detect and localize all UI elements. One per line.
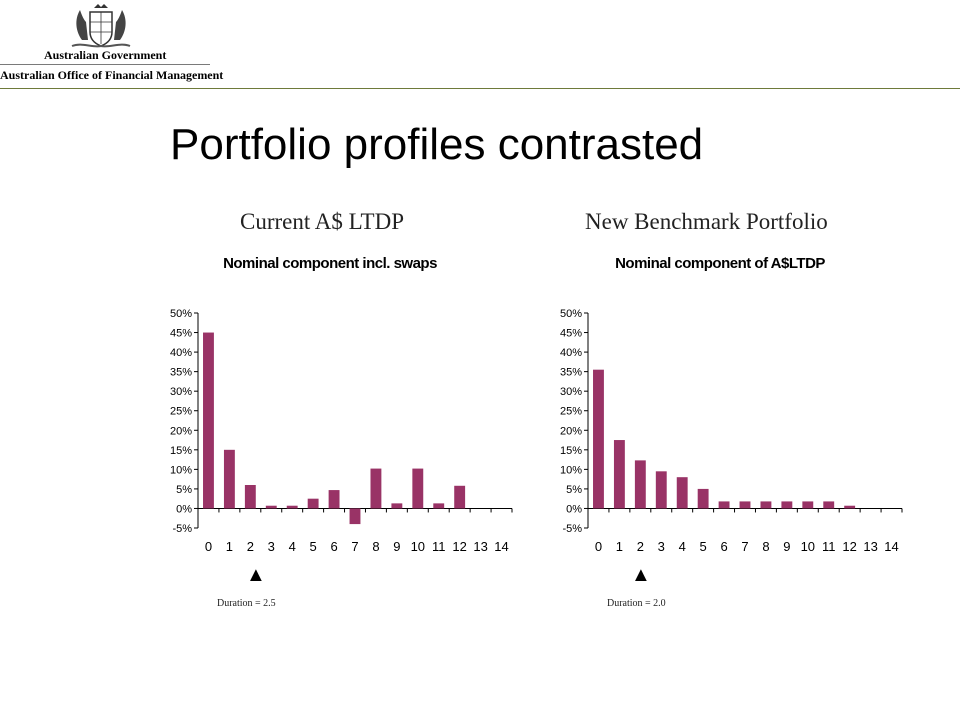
x-tick-label: 12 bbox=[452, 539, 466, 554]
y-tick-label: -5% bbox=[562, 523, 582, 535]
x-tick-label: 5 bbox=[310, 539, 317, 554]
x-tick-label: 4 bbox=[289, 539, 296, 554]
x-tick-label: 13 bbox=[473, 539, 487, 554]
y-tick-label: 40% bbox=[560, 347, 582, 359]
y-tick-label: 45% bbox=[170, 328, 192, 340]
header-separator bbox=[0, 64, 210, 65]
bar-3 bbox=[655, 471, 667, 509]
y-tick-label: 35% bbox=[170, 367, 192, 379]
x-tick-label: 7 bbox=[741, 539, 748, 554]
y-tick-label: 30% bbox=[170, 386, 192, 398]
bar-4 bbox=[676, 477, 688, 509]
y-tick-label: 35% bbox=[560, 367, 582, 379]
y-tick-label: 20% bbox=[170, 425, 192, 437]
y-tick-label: 15% bbox=[560, 445, 582, 457]
bar-7 bbox=[349, 508, 361, 525]
duration-label-current: Duration = 2.5 bbox=[217, 598, 276, 609]
x-tick-label: 1 bbox=[226, 539, 233, 554]
bar-0 bbox=[593, 369, 604, 509]
y-tick-label: 40% bbox=[170, 347, 192, 359]
y-tick-label: 45% bbox=[560, 328, 582, 340]
x-tick-label: 13 bbox=[863, 539, 877, 554]
bar-12 bbox=[454, 485, 466, 509]
bar-5 bbox=[697, 488, 709, 509]
x-tick-label: 1 bbox=[616, 539, 623, 554]
bar-8 bbox=[760, 501, 772, 509]
chart-title: Nominal component of A$LTDP bbox=[615, 255, 825, 272]
y-tick-label: 30% bbox=[560, 386, 582, 398]
x-tick-label: 10 bbox=[801, 539, 815, 554]
up-triangle-icon: ▲ bbox=[631, 564, 651, 586]
y-tick-label: 0% bbox=[566, 503, 582, 515]
x-tick-label: 8 bbox=[372, 539, 379, 554]
y-tick-label: 10% bbox=[560, 464, 582, 476]
bar-10 bbox=[802, 501, 814, 509]
x-tick-label: 0 bbox=[595, 539, 602, 554]
x-tick-label: 12 bbox=[842, 539, 856, 554]
bar-7 bbox=[739, 501, 751, 509]
y-tick-label: 50% bbox=[560, 308, 582, 320]
y-tick-label: 20% bbox=[560, 425, 582, 437]
x-tick-label: 2 bbox=[247, 539, 254, 554]
slide-title: Portfolio profiles contrasted bbox=[170, 120, 704, 169]
government-label: Australian Government bbox=[44, 48, 167, 62]
bar-11 bbox=[433, 503, 445, 509]
x-tick-label: 14 bbox=[494, 539, 508, 554]
bar-2 bbox=[634, 460, 646, 509]
y-tick-label: 25% bbox=[560, 406, 582, 418]
bar-11 bbox=[823, 501, 835, 509]
bar-chart-current: Nominal component incl. swaps -5% 0% 5% 10% 1… bbox=[170, 255, 513, 554]
x-tick-label: 6 bbox=[330, 539, 337, 554]
x-tick-label: 6 bbox=[720, 539, 727, 554]
x-tick-label: 11 bbox=[822, 539, 836, 554]
chart-heading-benchmark: New Benchmark Portfolio bbox=[585, 209, 828, 234]
chart-title: Nominal component incl. swaps bbox=[223, 255, 437, 272]
bar-3 bbox=[265, 505, 277, 509]
y-tick-label: 5% bbox=[566, 484, 582, 496]
bar-8 bbox=[370, 468, 382, 509]
x-tick-label: 3 bbox=[268, 539, 275, 554]
bar-12 bbox=[844, 505, 856, 509]
y-tick-label: 25% bbox=[170, 406, 192, 418]
bar-chart-benchmark: Nominal component of A$LTDP -5% 0% 5% 10% 15%… bbox=[560, 255, 903, 554]
x-tick-label: 3 bbox=[658, 539, 665, 554]
up-triangle-icon: ▲ bbox=[246, 564, 266, 586]
bar-2 bbox=[244, 485, 256, 509]
office-label: Australian Office of Financial Managemen… bbox=[0, 68, 224, 82]
bar-5 bbox=[307, 498, 319, 509]
x-tick-label: 7 bbox=[351, 539, 358, 554]
x-tick-label: 9 bbox=[393, 539, 400, 554]
bar-6 bbox=[718, 501, 730, 509]
x-tick-label: 4 bbox=[679, 539, 686, 554]
x-tick-label: 0 bbox=[205, 539, 212, 554]
header-rule bbox=[0, 88, 960, 89]
chart-heading-current: Current A$ LTDP bbox=[240, 209, 404, 234]
y-tick-label: -5% bbox=[172, 523, 192, 535]
y-tick-label: 0% bbox=[176, 503, 192, 515]
x-tick-label: 14 bbox=[884, 539, 898, 554]
x-tick-label: 9 bbox=[783, 539, 790, 554]
bar-4 bbox=[286, 505, 298, 509]
x-tick-label: 8 bbox=[762, 539, 769, 554]
bar-9 bbox=[391, 503, 403, 509]
bar-0 bbox=[203, 332, 214, 509]
y-tick-label: 50% bbox=[170, 308, 192, 320]
bar-6 bbox=[328, 490, 340, 509]
x-tick-label: 11 bbox=[432, 539, 446, 554]
header: Australian Government Australian Office … bbox=[0, 0, 960, 90]
y-tick-label: 15% bbox=[170, 445, 192, 457]
duration-label-benchmark: Duration = 2.0 bbox=[607, 598, 666, 609]
bar-1 bbox=[613, 440, 625, 509]
y-tick-label: 10% bbox=[170, 464, 192, 476]
bar-10 bbox=[412, 468, 424, 509]
bar-9 bbox=[781, 501, 793, 509]
coat-of-arms-icon bbox=[71, 4, 131, 48]
x-tick-label: 10 bbox=[411, 539, 425, 554]
y-tick-label: 5% bbox=[176, 484, 192, 496]
x-tick-label: 5 bbox=[700, 539, 707, 554]
x-tick-label: 2 bbox=[637, 539, 644, 554]
bar-1 bbox=[223, 449, 235, 509]
